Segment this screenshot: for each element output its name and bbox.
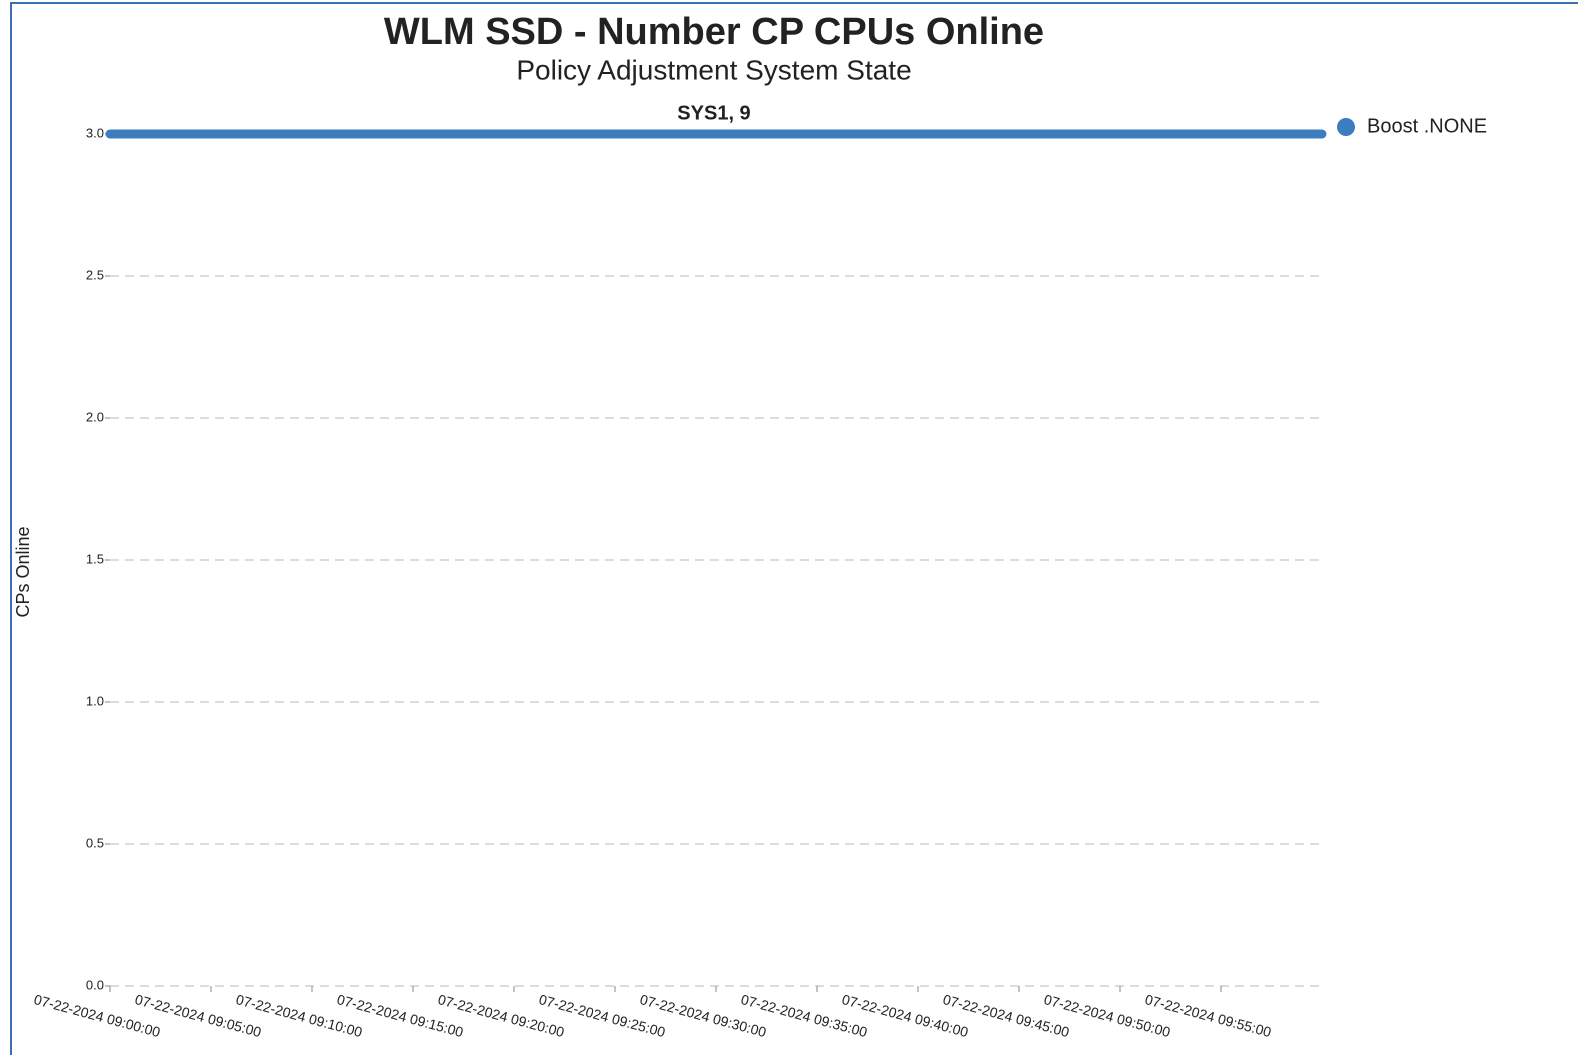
- y-tick-label: 1.0: [86, 693, 104, 708]
- y-tick-label: 2.5: [86, 267, 104, 282]
- y-tick-label: 0.0: [86, 977, 104, 992]
- y-axis-label: CPs Online: [13, 526, 33, 617]
- panel-title: SYS1, 9: [677, 102, 750, 124]
- chart-subtitle: Policy Adjustment System State: [516, 54, 911, 85]
- frame: [10, 2, 1578, 1055]
- chart-title: WLM SSD - Number CP CPUs Online: [384, 11, 1044, 53]
- legend-marker: [1337, 118, 1355, 136]
- y-tick-label: 2.0: [86, 409, 104, 424]
- legend-label: Boost .NONE: [1367, 115, 1487, 137]
- y-tick-label: 1.5: [86, 551, 104, 566]
- y-tick-label: 0.5: [86, 835, 104, 850]
- y-tick-label: 3.0: [86, 125, 104, 140]
